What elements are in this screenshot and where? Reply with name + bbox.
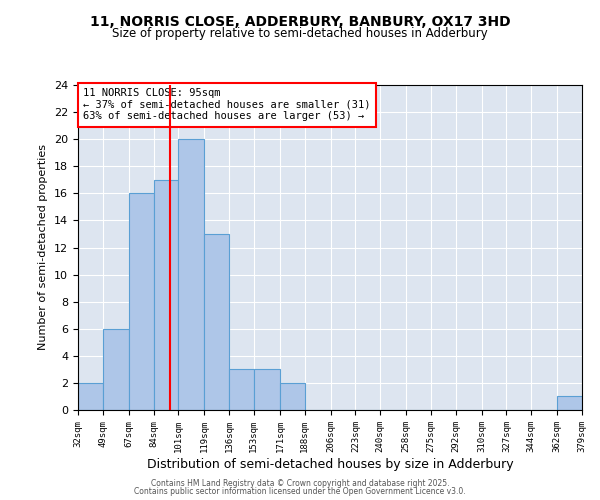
Bar: [205, 234, 229, 410]
Text: 11, NORRIS CLOSE, ADDERBURY, BANBURY, OX17 3HD: 11, NORRIS CLOSE, ADDERBURY, BANBURY, OX…: [89, 15, 511, 29]
Bar: [254, 370, 280, 410]
X-axis label: Distribution of semi-detached houses by size in Adderbury: Distribution of semi-detached houses by …: [146, 458, 514, 470]
Bar: [154, 180, 178, 410]
Text: 11 NORRIS CLOSE: 95sqm
← 37% of semi-detached houses are smaller (31)
63% of sem: 11 NORRIS CLOSE: 95sqm ← 37% of semi-det…: [83, 88, 371, 122]
Text: Contains public sector information licensed under the Open Government Licence v3: Contains public sector information licen…: [134, 487, 466, 496]
Bar: [103, 329, 129, 410]
Bar: [129, 194, 154, 410]
Text: Size of property relative to semi-detached houses in Adderbury: Size of property relative to semi-detach…: [112, 28, 488, 40]
Bar: [178, 139, 205, 410]
Bar: [78, 383, 103, 410]
Text: Contains HM Land Registry data © Crown copyright and database right 2025.: Contains HM Land Registry data © Crown c…: [151, 478, 449, 488]
Bar: [280, 383, 305, 410]
Y-axis label: Number of semi-detached properties: Number of semi-detached properties: [38, 144, 49, 350]
Bar: [557, 396, 582, 410]
Bar: [229, 370, 254, 410]
